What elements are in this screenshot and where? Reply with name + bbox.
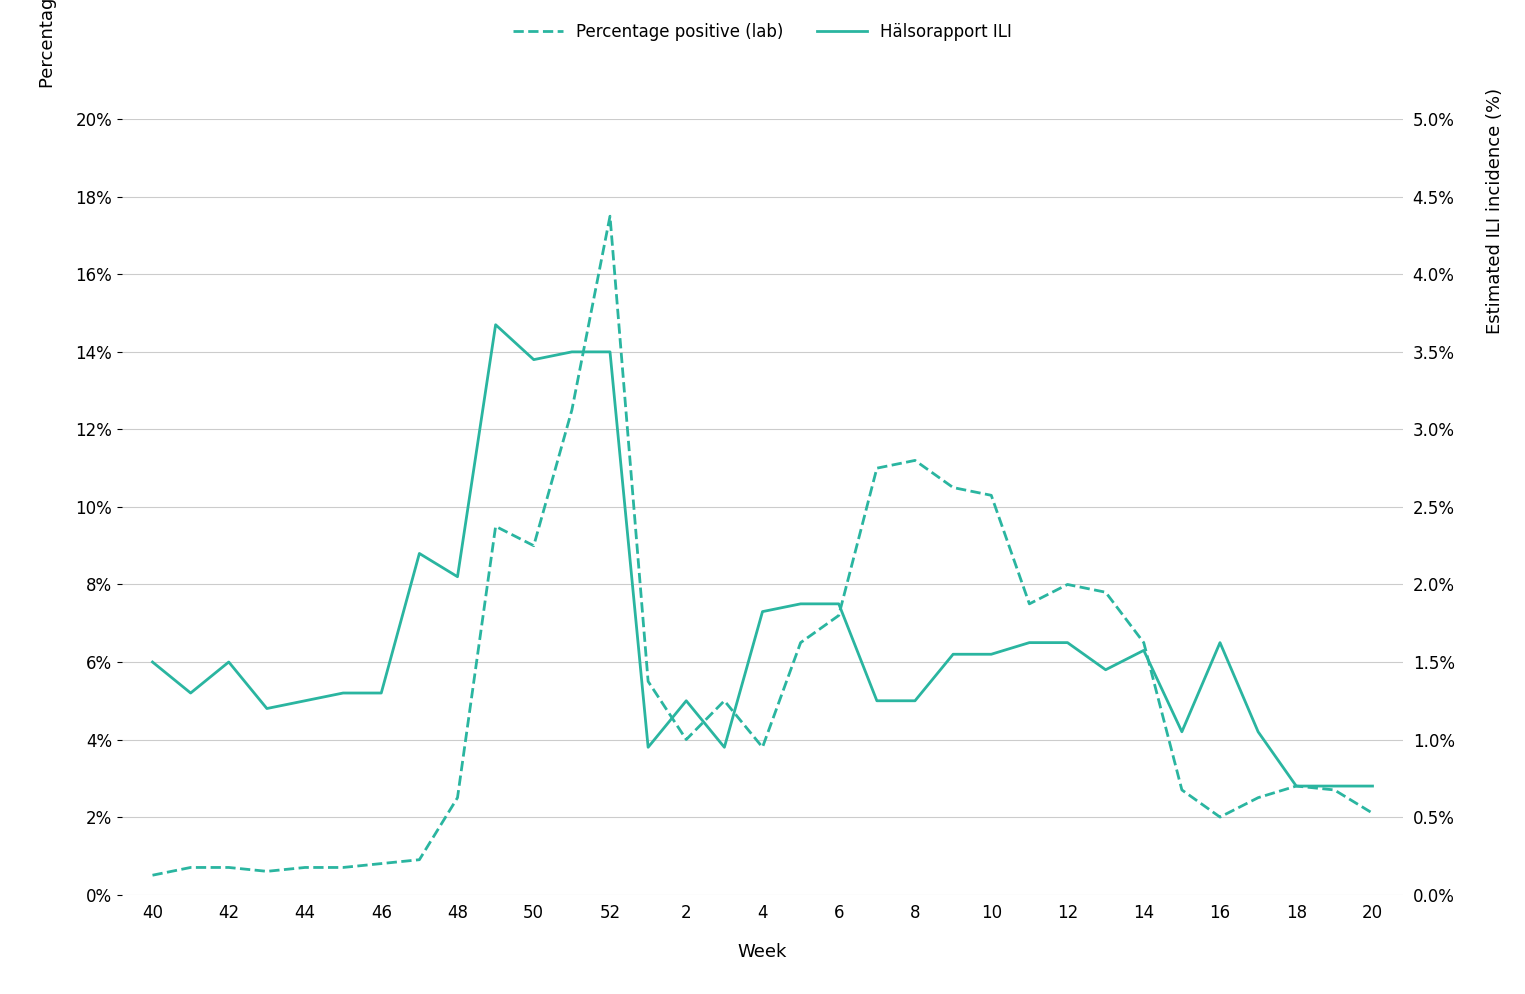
Percentage positive (lab) — [830, 609, 848, 621]
Percentage positive (lab) — [1249, 791, 1267, 803]
Hälsorapport ILI — [1173, 726, 1191, 738]
Y-axis label: Estimated ILI incidence (%): Estimated ILI incidence (%) — [1487, 88, 1504, 334]
Percentage positive (lab) — [753, 742, 772, 753]
Hälsorapport ILI — [410, 548, 429, 560]
Hälsorapport ILI — [448, 571, 467, 582]
Hälsorapport ILI — [639, 742, 657, 753]
Percentage positive (lab) — [563, 404, 581, 415]
X-axis label: Week: Week — [738, 943, 787, 961]
Hälsorapport ILI — [868, 695, 886, 707]
Percentage positive (lab) — [1173, 784, 1191, 796]
Hälsorapport ILI — [296, 695, 314, 707]
Percentage positive (lab) — [982, 489, 1000, 501]
Hälsorapport ILI — [944, 648, 962, 660]
Hälsorapport ILI — [601, 346, 619, 358]
Hälsorapport ILI — [830, 597, 848, 609]
Percentage positive (lab) — [296, 862, 314, 874]
Hälsorapport ILI — [1211, 636, 1229, 648]
Percentage positive (lab) — [1135, 636, 1153, 648]
Hälsorapport ILI — [677, 695, 695, 707]
Hälsorapport ILI — [1363, 780, 1382, 792]
Hälsorapport ILI — [220, 656, 238, 668]
Percentage positive (lab) — [677, 734, 695, 746]
Hälsorapport ILI — [525, 354, 543, 366]
Percentage positive (lab) — [220, 862, 238, 874]
Percentage positive (lab) — [410, 854, 429, 866]
Hälsorapport ILI — [486, 319, 505, 331]
Hälsorapport ILI — [982, 648, 1000, 660]
Percentage positive (lab) — [906, 454, 924, 466]
Hälsorapport ILI — [791, 597, 810, 609]
Hälsorapport ILI — [143, 656, 162, 668]
Hälsorapport ILI — [258, 703, 276, 715]
Hälsorapport ILI — [1135, 644, 1153, 656]
Percentage positive (lab) — [1020, 597, 1039, 609]
Percentage positive (lab) — [1325, 784, 1344, 796]
Percentage positive (lab) — [181, 862, 200, 874]
Hälsorapport ILI — [1249, 726, 1267, 738]
Percentage positive (lab) — [601, 210, 619, 222]
Hälsorapport ILI — [906, 695, 924, 707]
Percentage positive (lab) — [1211, 811, 1229, 823]
Hälsorapport ILI — [563, 346, 581, 358]
Percentage positive (lab) — [1363, 807, 1382, 819]
Hälsorapport ILI — [1325, 780, 1344, 792]
Percentage positive (lab) — [1287, 780, 1305, 792]
Hälsorapport ILI — [715, 742, 734, 753]
Hälsorapport ILI — [372, 687, 390, 699]
Percentage positive (lab) — [372, 858, 390, 870]
Percentage positive (lab) — [334, 862, 352, 874]
Percentage positive (lab) — [639, 676, 657, 688]
Percentage positive (lab) — [258, 866, 276, 878]
Percentage positive (lab) — [868, 462, 886, 474]
Y-axis label: Percentage positive: Percentage positive — [38, 0, 56, 88]
Percentage positive (lab) — [143, 869, 162, 882]
Hälsorapport ILI — [1096, 664, 1115, 676]
Percentage positive (lab) — [448, 791, 467, 803]
Hälsorapport ILI — [1020, 636, 1039, 648]
Percentage positive (lab) — [525, 540, 543, 552]
Hälsorapport ILI — [334, 687, 352, 699]
Percentage positive (lab) — [1096, 586, 1115, 598]
Percentage positive (lab) — [486, 520, 505, 532]
Legend: Percentage positive (lab), Hälsorapport ILI: Percentage positive (lab), Hälsorapport … — [512, 23, 1013, 41]
Hälsorapport ILI — [753, 605, 772, 617]
Line: Hälsorapport ILI: Hälsorapport ILI — [152, 325, 1372, 786]
Percentage positive (lab) — [1058, 579, 1077, 590]
Percentage positive (lab) — [715, 695, 734, 707]
Hälsorapport ILI — [1058, 636, 1077, 648]
Line: Percentage positive (lab): Percentage positive (lab) — [152, 216, 1372, 876]
Percentage positive (lab) — [944, 481, 962, 493]
Hälsorapport ILI — [181, 687, 200, 699]
Percentage positive (lab) — [791, 636, 810, 648]
Hälsorapport ILI — [1287, 780, 1305, 792]
